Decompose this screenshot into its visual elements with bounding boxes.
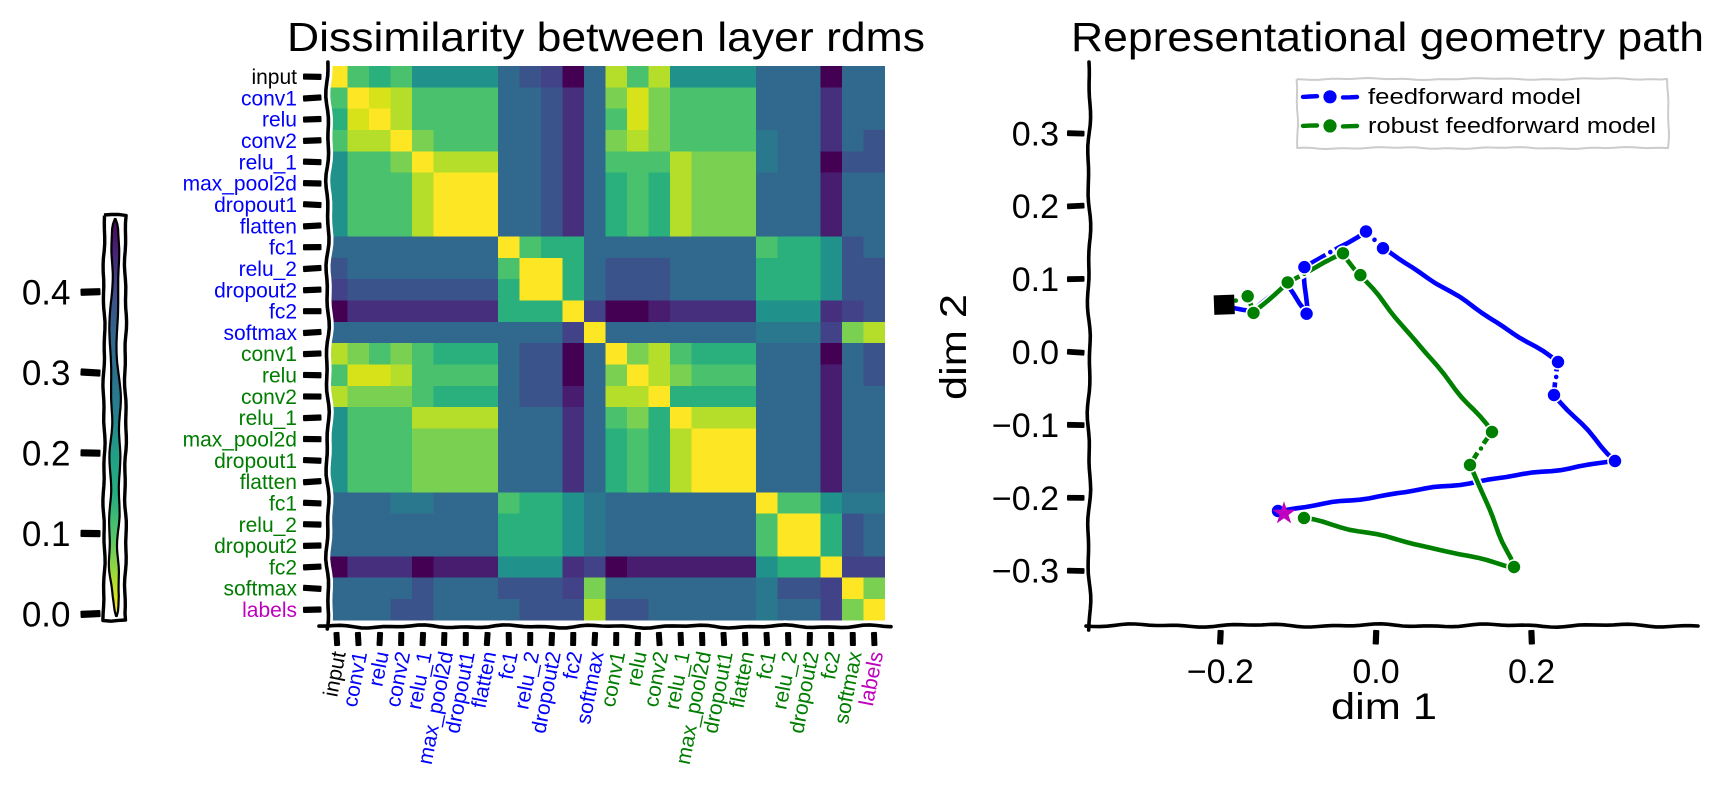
svg-text:0.4: 0.4 [22,273,71,312]
svg-text:dim 1: dim 1 [1331,686,1437,727]
svg-text:fc2: fc2 [817,650,845,682]
svg-text:conv2: conv2 [241,130,297,153]
svg-text:−0.3: −0.3 [992,553,1059,591]
svg-text:dropout2: dropout2 [214,535,297,558]
svg-text:softmax: softmax [223,578,297,601]
svg-text:relu: relu [262,109,297,132]
svg-text:−0.1: −0.1 [992,407,1059,445]
svg-text:0.0: 0.0 [22,595,71,634]
svg-text:dim 2: dim 2 [933,294,974,400]
svg-text:relu_2: relu_2 [239,258,297,281]
svg-text:0.1: 0.1 [22,515,71,554]
svg-text:flatten: flatten [240,215,297,238]
svg-text:0.3: 0.3 [22,354,71,393]
svg-text:dropout1: dropout1 [214,194,297,217]
svg-text:0.2: 0.2 [1508,653,1555,691]
svg-text:flatten: flatten [240,471,297,494]
svg-text:relu_1: relu_1 [239,151,297,174]
svg-text:dropout2: dropout2 [214,279,297,302]
svg-text:fc1: fc1 [495,650,523,682]
svg-text:0.1: 0.1 [1012,261,1059,299]
svg-text:−0.2: −0.2 [992,480,1059,518]
svg-text:fc1: fc1 [753,650,781,682]
svg-text:0.3: 0.3 [1012,115,1059,153]
svg-text:0.0: 0.0 [1352,653,1399,691]
svg-text:input: input [251,66,297,89]
svg-text:robust feedforward model: robust feedforward model [1368,113,1656,138]
svg-text:feedforward model: feedforward model [1368,84,1581,109]
svg-text:dropout1: dropout1 [214,450,297,473]
svg-text:softmax: softmax [223,322,297,345]
svg-text:conv2: conv2 [241,386,297,409]
svg-text:0.0: 0.0 [1012,334,1059,372]
svg-text:relu_2: relu_2 [239,514,297,537]
svg-text:relu_1: relu_1 [239,407,297,430]
svg-text:fc2: fc2 [559,650,587,682]
svg-text:conv1: conv1 [241,87,297,110]
svg-text:relu: relu [262,365,297,388]
svg-text:conv1: conv1 [241,343,297,366]
svg-text:fc1: fc1 [269,493,297,516]
svg-text:0.2: 0.2 [22,434,71,473]
svg-text:0.2: 0.2 [1012,188,1059,226]
svg-text:max_pool2d: max_pool2d [183,429,297,452]
svg-text:Representational geometry path: Representational geometry path [1071,14,1704,60]
svg-text:−0.2: −0.2 [1187,653,1254,691]
svg-text:Dissimilarity between layer rd: Dissimilarity between layer rdms [287,14,925,60]
svg-text:max_pool2d: max_pool2d [183,173,297,196]
svg-text:fc1: fc1 [269,237,297,260]
svg-text:fc2: fc2 [269,301,297,324]
svg-text:labels: labels [242,599,297,622]
svg-text:fc2: fc2 [269,556,297,579]
